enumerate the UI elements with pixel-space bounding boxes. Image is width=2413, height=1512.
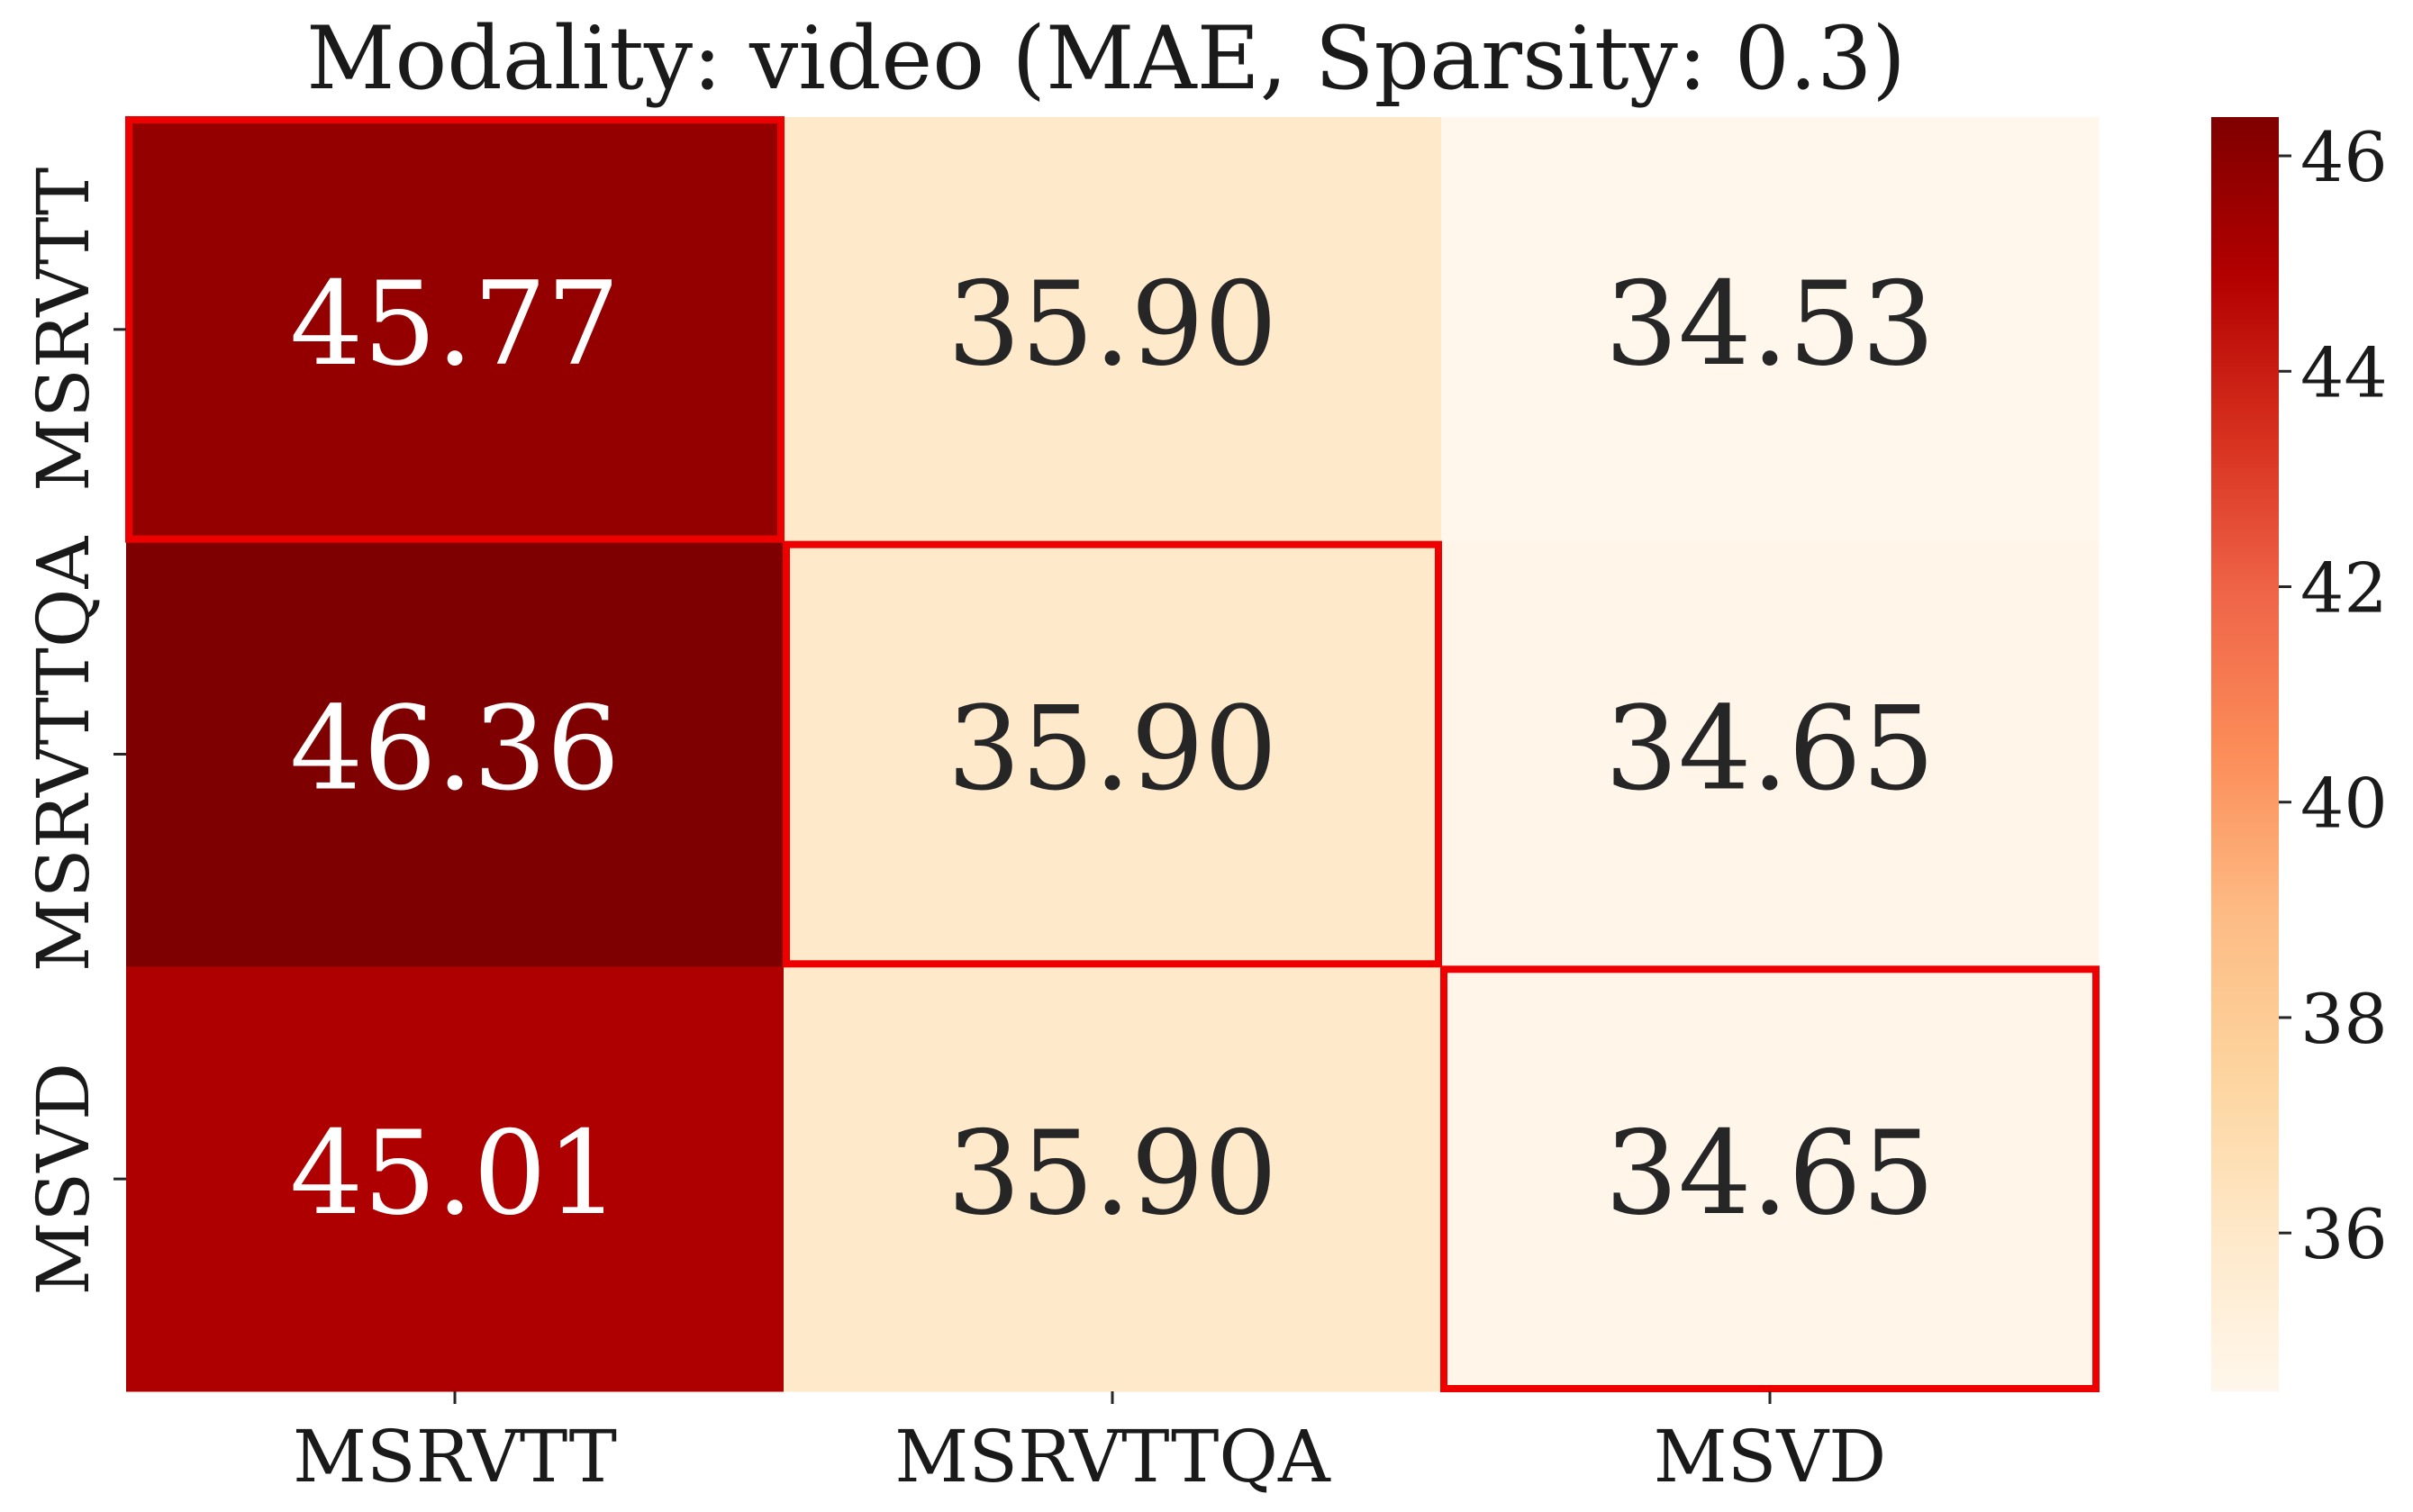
heatmap-cell	[126, 966, 785, 1392]
cell-value-label: 35.90	[948, 258, 1277, 392]
cell-value-label: 45.01	[290, 1107, 620, 1241]
heatmap-cell	[1441, 541, 2100, 967]
cell-value-label: 35.90	[948, 1107, 1277, 1241]
x-tick-label: MSRVTT	[293, 1415, 617, 1498]
y-tick-label: MSRVTT	[22, 167, 105, 492]
diagonal-highlights	[125, 116, 2100, 1393]
highlight-box	[125, 116, 785, 543]
x-tick-label: MSVD	[1654, 1415, 1887, 1498]
colorbar	[2211, 117, 2279, 1391]
colorbar-ticks: 36 38 40 42 44 46	[2279, 117, 2388, 1274]
heatmap-cell	[126, 541, 785, 967]
colorbar-tick-label: 36	[2300, 1194, 2388, 1274]
heatmap-cells	[126, 117, 2100, 1392]
highlight-box	[1440, 965, 2100, 1393]
colorbar-tick-label: 42	[2300, 548, 2388, 629]
heatmap-cell	[1441, 117, 2100, 543]
cell-value-label: 46.36	[290, 683, 620, 817]
y-axis: MSRVTT MSRVTTQA MSVD	[22, 167, 126, 1296]
heatmap-cell	[784, 541, 1442, 967]
x-tick-label: MSRVTTQA	[894, 1415, 1331, 1498]
chart-title: Modality: video (MAE, Sparsity: 0.3)	[306, 8, 1906, 109]
colorbar-tick-label: 44	[2300, 332, 2388, 412]
y-tick-label: MSRVTTQA	[22, 536, 105, 973]
heatmap-cell	[784, 966, 1442, 1392]
x-axis: MSRVTT MSRVTTQA MSVD	[293, 1391, 1886, 1498]
cell-value-label: 34.65	[1605, 683, 1935, 817]
cell-value-label: 45.77	[290, 258, 620, 392]
heatmap-cell	[1441, 966, 2100, 1392]
y-tick-label: MSVD	[22, 1063, 105, 1296]
heatmap-cell	[126, 117, 785, 543]
colorbar-tick-label: 38	[2300, 979, 2388, 1059]
cell-value-label: 34.53	[1605, 258, 1935, 392]
cell-value-label: 34.65	[1605, 1107, 1935, 1241]
colorbar-tick-label: 46	[2300, 117, 2388, 197]
colorbar-tick-label: 40	[2300, 764, 2388, 844]
cell-value-label: 35.90	[948, 683, 1277, 817]
highlight-box	[783, 540, 1442, 968]
heatmap-cell	[784, 117, 1442, 543]
cell-value-labels: 45.77 35.90 34.53 46.36 35.90 34.65 45.01 35.90…	[290, 258, 1935, 1241]
